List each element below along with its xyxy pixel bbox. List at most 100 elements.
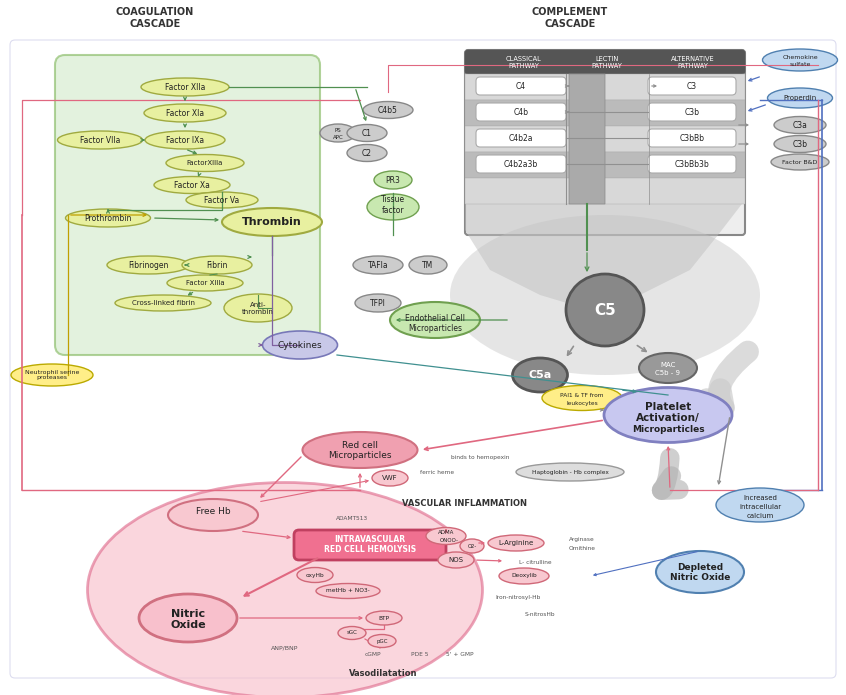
Text: Factor XIa: Factor XIa [166,108,204,117]
Ellipse shape [353,256,403,274]
Ellipse shape [604,388,732,443]
Text: BTP: BTP [378,616,389,621]
Text: Vasodilatation: Vasodilatation [349,669,417,678]
Text: FactorXIIIa: FactorXIIIa [187,160,223,166]
Ellipse shape [303,432,417,468]
Ellipse shape [11,364,93,386]
Ellipse shape [639,353,697,383]
Text: Iron-nitrosyl-Hb: Iron-nitrosyl-Hb [495,596,541,600]
Text: pGC: pGC [376,639,387,644]
FancyBboxPatch shape [648,77,736,95]
FancyBboxPatch shape [476,129,566,147]
Text: calcium: calcium [746,513,773,519]
Ellipse shape [168,499,258,531]
Text: Platelet: Platelet [645,402,691,412]
FancyBboxPatch shape [465,50,745,74]
Text: Factor XIIa: Factor XIIa [165,83,206,92]
Text: O2-: O2- [467,543,476,548]
Text: Anti-
thrombin: Anti- thrombin [242,302,274,315]
Text: VWF: VWF [382,475,398,481]
Text: Properdin: Properdin [783,95,816,101]
Ellipse shape [338,626,366,639]
Ellipse shape [566,274,644,346]
Ellipse shape [262,331,338,359]
FancyBboxPatch shape [465,152,745,178]
Text: Microparticles: Microparticles [328,450,392,459]
Text: Nitric Oxide: Nitric Oxide [670,573,730,582]
FancyBboxPatch shape [294,530,446,560]
Text: Oxide: Oxide [170,620,206,630]
Text: TFPI: TFPI [370,298,386,307]
Ellipse shape [426,528,466,544]
Text: PAI1 & TF from: PAI1 & TF from [560,393,604,398]
Text: intracellular: intracellular [739,504,781,510]
Ellipse shape [224,294,292,322]
Text: CLASSICAL
PATHWAY: CLASSICAL PATHWAY [506,56,542,69]
Ellipse shape [167,275,243,291]
Text: metHb + NO3-: metHb + NO3- [326,589,370,594]
Text: PDE 5: PDE 5 [411,653,429,657]
Text: C5b - 9: C5b - 9 [656,370,680,376]
Ellipse shape [186,192,258,208]
Ellipse shape [347,145,387,161]
Text: C3bBb: C3bBb [679,133,705,142]
Text: Microparticles: Microparticles [408,323,462,332]
Ellipse shape [774,117,826,133]
Ellipse shape [320,124,356,142]
Text: NOS: NOS [448,557,464,563]
FancyBboxPatch shape [476,155,566,173]
Text: C3: C3 [687,81,697,90]
Text: Increased: Increased [743,495,777,501]
Ellipse shape [460,539,484,553]
FancyArrowPatch shape [707,352,748,408]
Ellipse shape [771,154,829,170]
Text: L-Arginine: L-Arginine [498,540,534,546]
Text: C5a: C5a [529,370,552,380]
Text: Red cell: Red cell [342,441,378,450]
Text: sGC: sGC [347,630,358,635]
Ellipse shape [65,209,151,227]
Text: oxyHb: oxyHb [305,573,324,578]
FancyBboxPatch shape [465,178,745,204]
Text: ADAMT513: ADAMT513 [336,516,368,521]
FancyBboxPatch shape [648,103,736,121]
Text: Endothelial Cell: Endothelial Cell [405,313,465,322]
Ellipse shape [438,552,474,568]
Text: MAC: MAC [661,362,676,368]
Ellipse shape [145,131,225,149]
Ellipse shape [367,194,419,220]
Text: Ornithine: Ornithine [569,546,596,550]
Text: S-nitrosHb: S-nitrosHb [525,612,555,616]
Ellipse shape [774,136,826,152]
Text: Factor IXa: Factor IXa [166,136,204,145]
FancyBboxPatch shape [465,126,745,152]
Text: INTRAVASCULAR: INTRAVASCULAR [334,534,405,543]
Ellipse shape [139,594,237,642]
Ellipse shape [450,215,760,375]
Ellipse shape [297,568,333,582]
Text: Factor Xa: Factor Xa [174,181,210,190]
Text: C5: C5 [594,302,616,318]
FancyBboxPatch shape [476,103,566,121]
Text: Free Hb: Free Hb [195,507,230,516]
Text: Depleted: Depleted [677,562,723,571]
FancyBboxPatch shape [569,74,605,204]
Text: TAFIa: TAFIa [368,261,388,270]
Text: C3bBb3b: C3bBb3b [674,159,710,168]
Text: Chemokine: Chemokine [783,54,818,60]
Ellipse shape [107,256,189,274]
Text: Factor VIIa: Factor VIIa [80,136,120,145]
Text: C1: C1 [362,129,372,138]
Text: Haptoglobin - Hb complex: Haptoglobin - Hb complex [531,470,608,475]
Ellipse shape [222,208,322,236]
Text: Fibrin: Fibrin [206,261,228,270]
Text: C4: C4 [516,81,526,90]
Text: Tissue
factor: Tissue factor [381,195,405,215]
Text: Cytokines: Cytokines [277,341,322,350]
Text: ANP/BNP: ANP/BNP [272,646,299,651]
Text: C4b2a: C4b2a [508,133,533,142]
Ellipse shape [182,256,252,274]
FancyBboxPatch shape [465,50,745,235]
Ellipse shape [767,88,832,108]
Text: L- citrulline: L- citrulline [519,559,552,564]
